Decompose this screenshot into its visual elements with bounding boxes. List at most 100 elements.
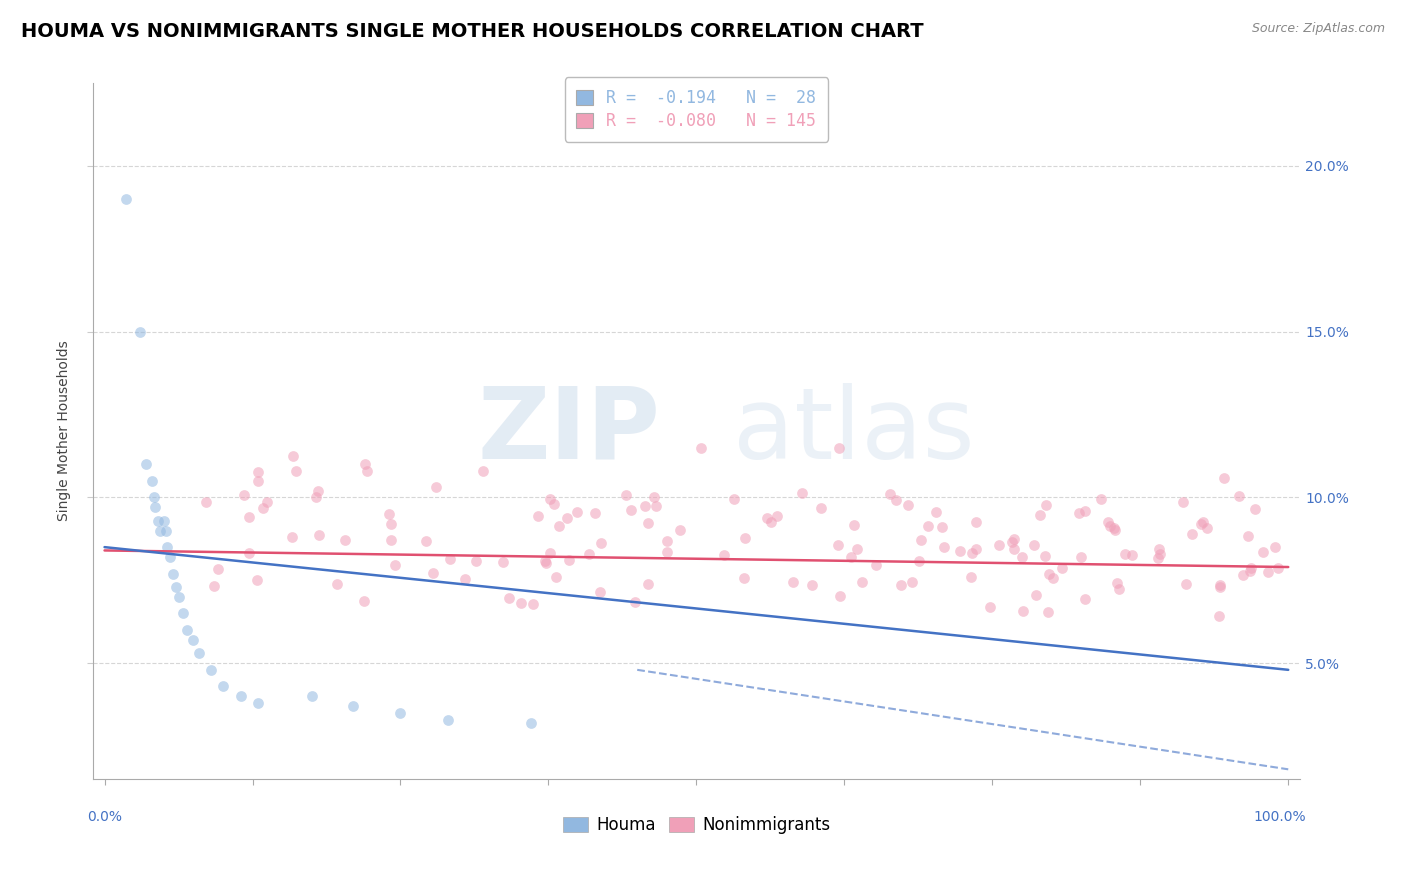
Point [908, 554, 931, 568]
Point [510, 596, 533, 610]
Point [1175, 577, 1198, 591]
Point [839, 549, 862, 564]
Point [159, 550, 181, 565]
Point [620, 502, 643, 516]
Point [979, 599, 1001, 614]
Point [415, 533, 437, 548]
Point [578, 547, 600, 561]
Point [135, 457, 157, 471]
Point [759, 516, 782, 530]
Point [1264, 540, 1286, 554]
Point [1029, 508, 1052, 522]
Point [800, 578, 823, 592]
Point [246, 574, 269, 588]
Point [534, 556, 557, 570]
Point [115, 192, 138, 206]
Point [155, 524, 177, 538]
Point [129, 325, 152, 339]
Point [1191, 517, 1213, 532]
Point [655, 534, 678, 549]
Point [890, 578, 912, 592]
Point [1011, 603, 1033, 617]
Point [342, 699, 364, 714]
Point [1090, 491, 1112, 506]
Point [377, 507, 399, 521]
Point [232, 487, 254, 501]
Text: 0.0%: 0.0% [87, 810, 122, 824]
Point [167, 590, 190, 604]
Point [1251, 544, 1274, 558]
Point [200, 663, 222, 677]
Point [643, 490, 665, 504]
Point [281, 449, 304, 463]
Point [810, 501, 832, 516]
Point [246, 465, 269, 479]
Point [713, 549, 735, 563]
Point [238, 546, 260, 560]
Point [1147, 551, 1170, 566]
Point [1104, 523, 1126, 537]
Text: 100.0%: 100.0% [1254, 810, 1306, 824]
Text: HOUMA VS NONIMMIGRANTS SINGLE MOTHER HOUSEHOLDS CORRELATION CHART: HOUMA VS NONIMMIGRANTS SINGLE MOTHER HOU… [21, 22, 924, 41]
Point [202, 579, 225, 593]
Point [1240, 561, 1263, 575]
Point [305, 490, 328, 504]
Point [526, 509, 548, 524]
Point [949, 544, 972, 558]
Point [172, 607, 194, 621]
Point [454, 572, 477, 586]
Point [353, 594, 375, 608]
Point [1147, 541, 1170, 556]
Point [1025, 588, 1047, 602]
Point [252, 501, 274, 516]
Point [567, 505, 589, 519]
Point [1108, 582, 1130, 596]
Point [1070, 549, 1092, 564]
Point [1209, 578, 1232, 592]
Point [851, 574, 873, 589]
Text: Source: ZipAtlas.com: Source: ZipAtlas.com [1251, 22, 1385, 36]
Point [522, 598, 544, 612]
Text: atlas: atlas [733, 383, 974, 480]
Point [1171, 495, 1194, 509]
Point [1024, 537, 1046, 551]
Point [755, 511, 778, 525]
Point [910, 533, 932, 548]
Point [437, 713, 460, 727]
Point [558, 553, 581, 567]
Point [884, 492, 907, 507]
Y-axis label: Single Mother Households: Single Mother Households [58, 341, 72, 522]
Point [1074, 504, 1097, 518]
Point [845, 541, 868, 556]
Point [1195, 521, 1218, 535]
Point [162, 566, 184, 581]
Point [356, 464, 378, 478]
Point [828, 441, 851, 455]
Point [589, 585, 612, 599]
Point [782, 574, 804, 589]
Point [285, 464, 308, 478]
Point [842, 518, 865, 533]
Point [1267, 560, 1289, 574]
Point [165, 580, 187, 594]
Point [152, 514, 174, 528]
Point [657, 545, 679, 559]
Point [865, 558, 887, 573]
Point [1098, 518, 1121, 533]
Point [176, 623, 198, 637]
Point [591, 536, 613, 550]
Point [534, 554, 557, 568]
Point [1097, 515, 1119, 529]
Point [354, 457, 377, 471]
Point [1002, 532, 1025, 546]
Point [827, 538, 849, 552]
Point [1244, 502, 1267, 516]
Point [1002, 542, 1025, 557]
Point [181, 632, 204, 647]
Point [538, 545, 561, 559]
Point [1038, 567, 1060, 582]
Point [637, 516, 659, 530]
Point [669, 523, 692, 537]
Point [465, 554, 488, 568]
Point [1033, 549, 1056, 564]
